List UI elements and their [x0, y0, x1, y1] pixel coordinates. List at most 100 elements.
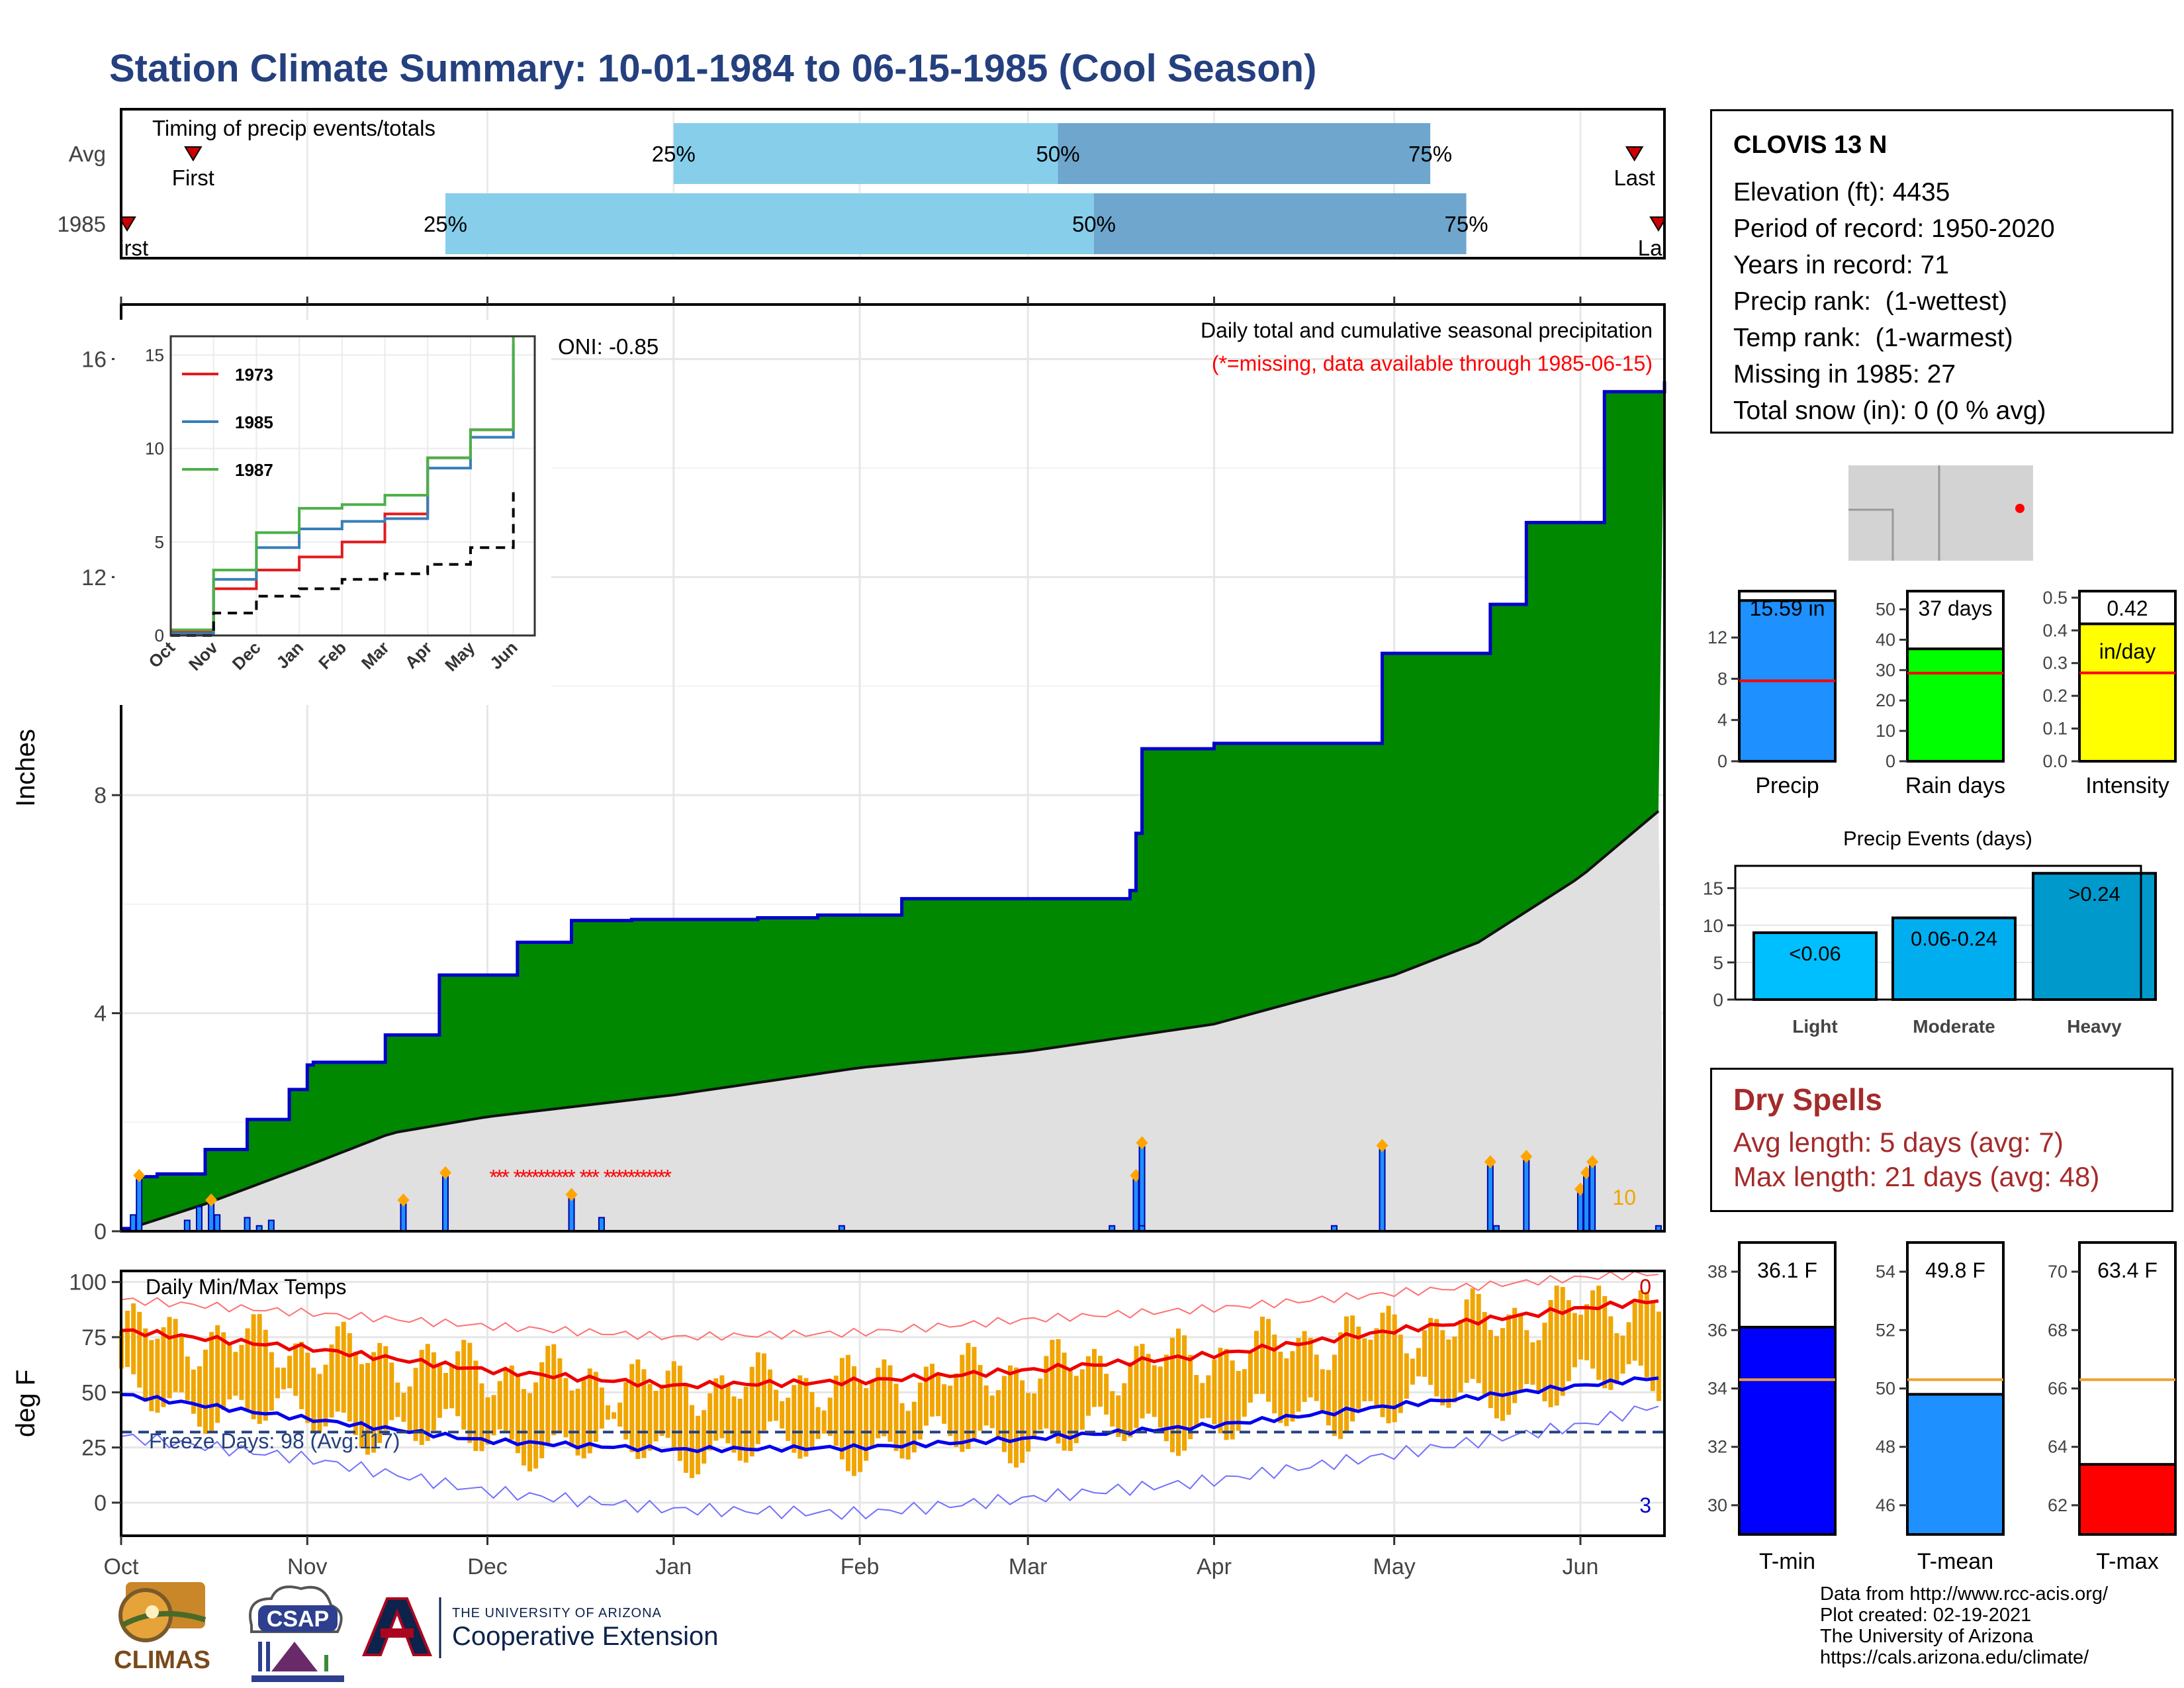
daily-temp-bar	[1350, 1315, 1355, 1422]
daily-temp-bar	[702, 1410, 707, 1464]
inset-series-1987	[171, 336, 515, 632]
daily-temp-bar	[1566, 1300, 1571, 1382]
station-location-dot	[2015, 504, 2025, 513]
daily-precip-marker	[1376, 1139, 1388, 1152]
daily-temp-bar	[515, 1376, 520, 1454]
temp-summary-ytick-label: 62	[2048, 1495, 2068, 1515]
daily-temp-bar	[1302, 1331, 1307, 1402]
daily-temp-bar	[1452, 1336, 1457, 1403]
csap-logo-graphic: CSAP	[249, 1585, 344, 1682]
daily-temp-bar	[239, 1344, 244, 1400]
daily-temp-bar	[1518, 1314, 1524, 1391]
daily-temp-bar	[449, 1366, 455, 1409]
month-axis-label: Jan	[655, 1554, 692, 1579]
daily-temp-bar	[1188, 1354, 1193, 1440]
csap-logo-text: CSAP	[267, 1607, 329, 1632]
summary-ytick-label: 0.5	[2042, 588, 2068, 608]
daily-temp-bar	[443, 1372, 448, 1409]
daily-temp-bar	[179, 1335, 184, 1393]
events-bar-light	[1752, 931, 1878, 1001]
daily-temp-bar	[1194, 1375, 1199, 1427]
daily-temp-bar	[683, 1383, 688, 1473]
record-max-line	[120, 1270, 1659, 1341]
inset-ytick-label: 5	[155, 532, 164, 552]
daily-precip-bar	[1379, 1149, 1386, 1232]
timing-q25-label: 25%	[652, 142, 696, 166]
daily-temp-bar	[989, 1395, 995, 1429]
dry-spells-avg: Avg length: 5 days (avg: 7)	[1733, 1127, 2064, 1158]
daily-temp-bar	[557, 1358, 563, 1432]
main-ylabel: Inches	[11, 729, 40, 807]
daily-temp-bar	[137, 1311, 142, 1388]
missing-day-marker: *	[615, 1166, 623, 1190]
summary-ytick-label: 30	[1876, 660, 1895, 680]
daily-temp-bar	[215, 1325, 220, 1423]
daily-temp-bar	[1163, 1354, 1169, 1442]
climas-logo: CLIMAS	[106, 1579, 218, 1685]
daily-temp-bar	[978, 1365, 983, 1431]
daily-temp-bar	[954, 1373, 959, 1447]
daily-temp-bar	[461, 1340, 467, 1430]
summary-value-precip: 15.59 in	[1750, 596, 1825, 620]
daily-temp-bar	[966, 1342, 971, 1449]
daily-temp-bar	[653, 1391, 659, 1442]
daily-precip-bar	[1486, 1165, 1494, 1233]
temp-summary-label-tmean: T-mean	[1917, 1549, 1993, 1574]
ua-big-text: Cooperative Extension	[452, 1622, 718, 1651]
daily-temp-bar	[942, 1384, 947, 1424]
daily-temp-bar	[917, 1382, 923, 1440]
daily-temp-bar	[767, 1369, 772, 1422]
missing-day-marker: *	[621, 1166, 629, 1190]
daily-temp-bar	[125, 1311, 130, 1368]
daily-temp-bar	[311, 1368, 316, 1432]
daily-temp-bar	[923, 1366, 929, 1426]
daily-temp-bar	[1134, 1346, 1139, 1429]
daily-temp-bar	[719, 1375, 725, 1438]
daily-temp-bar	[227, 1345, 232, 1400]
daily-temp-bar	[1224, 1348, 1229, 1440]
daily-temp-bar	[1073, 1376, 1079, 1444]
daily-temp-bar	[473, 1360, 478, 1451]
main-ytick-label: 4	[94, 1002, 107, 1027]
daily-temp-bar	[870, 1382, 875, 1448]
dry-spells-max: Max length: 21 days (avg: 48)	[1733, 1161, 2100, 1192]
daily-temp-bar	[1007, 1365, 1013, 1464]
daily-temp-bar	[755, 1352, 760, 1444]
daily-temp-bar	[1212, 1359, 1217, 1425]
daily-temp-bar	[887, 1365, 893, 1442]
month-axis-label: Nov	[287, 1554, 327, 1579]
daily-temp-bar	[1098, 1356, 1103, 1407]
record-min-line	[120, 1405, 1659, 1521]
main-ytick-label: 16	[81, 347, 107, 372]
month-axis-label: Dec	[467, 1554, 507, 1579]
daily-temp-bar	[1026, 1393, 1031, 1452]
daily-temp-bar	[401, 1393, 406, 1422]
daily-temp-bar	[203, 1349, 208, 1434]
inset-legend-label: 1987	[235, 460, 273, 480]
avg-max-line	[120, 1298, 1659, 1390]
daily-temp-bar	[1524, 1330, 1529, 1384]
daily-temp-bar	[497, 1381, 502, 1430]
daily-temp-bar	[882, 1359, 887, 1436]
month-axis-label: Feb	[841, 1554, 880, 1579]
daily-precip-bar	[244, 1217, 251, 1232]
daily-temp-bar	[269, 1352, 274, 1411]
temp-bg	[121, 1271, 1664, 1536]
timing-q25-label: 25%	[424, 212, 467, 236]
daily-precip-marker	[439, 1166, 451, 1180]
daily-temp-bar	[905, 1411, 911, 1460]
station-missing: Missing in 1985: 27	[1733, 360, 1956, 389]
daily-temp-bar	[1572, 1313, 1577, 1368]
missing-day-marker: *	[592, 1166, 600, 1190]
daily-temp-bar	[1290, 1351, 1295, 1422]
daily-temp-bar	[852, 1366, 857, 1476]
daily-temp-bar	[1260, 1317, 1265, 1394]
daily-temp-bar	[1494, 1336, 1499, 1419]
temp-ytick-label: 100	[69, 1270, 107, 1295]
daily-temp-bar	[1326, 1370, 1331, 1426]
daily-temp-bar	[1272, 1335, 1277, 1414]
daily-temp-bar	[929, 1364, 934, 1417]
daily-temp-bar	[1632, 1302, 1637, 1361]
daily-temp-bar	[407, 1386, 412, 1432]
